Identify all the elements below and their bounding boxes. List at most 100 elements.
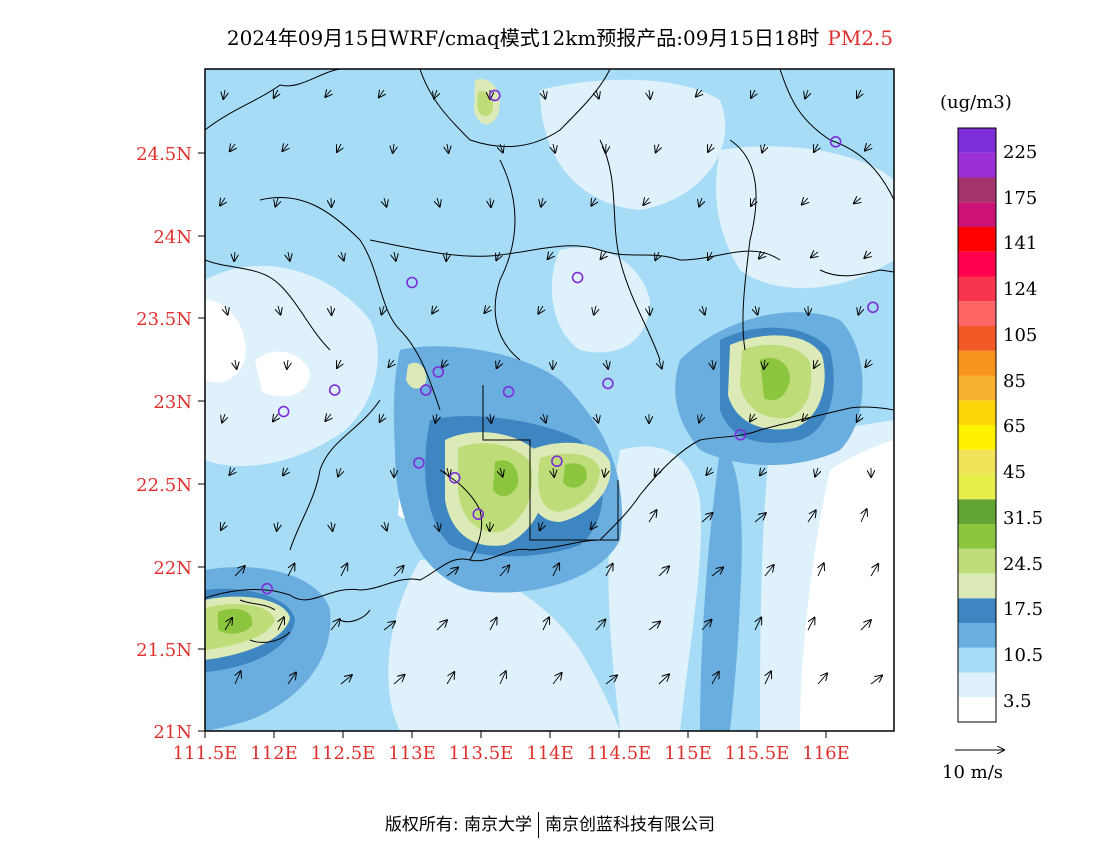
wind-arrow [815,467,818,477]
wind-arrow [594,305,596,315]
legend-swatch [958,647,996,673]
wind-arrow [384,197,387,207]
wind-arrow [648,622,660,631]
legend-swatch [958,177,996,203]
legend-swatches [957,127,997,723]
wind-arrow [814,359,818,368]
wind-arrow [699,413,702,423]
wind-arrow [604,467,606,477]
wind-arrow [283,468,288,475]
legend-swatch [958,474,996,500]
legend-swatch [958,697,996,722]
coastline [205,406,894,601]
wind-arrow [543,413,546,423]
station-marker [419,384,432,396]
wind-arrow [341,251,344,261]
boundary-8 [289,399,381,551]
wind-arrow [658,674,669,685]
wind-arrow [762,143,765,153]
wind-arrow [655,251,659,260]
wind-arrow [865,360,871,367]
legend-swatch [958,548,996,574]
wind-arrow [857,89,861,98]
copyright-separator [538,812,540,838]
wind-arrow [325,90,331,97]
wind-arrow [288,251,290,261]
x-tick-label: 114E [526,743,574,764]
wind-arrow [278,305,281,315]
legend-swatch [958,202,996,227]
wind-arrow [858,305,861,315]
x-tick-label: 115.5E [725,743,790,764]
wind-arrow [811,252,818,257]
wind-reference-label: 10 m/s [942,762,1003,783]
station-marker [602,377,614,390]
legend-frame [957,127,997,723]
wind-arrow [282,144,288,151]
wind-arrow [605,564,613,577]
wind-arrow [394,251,396,261]
y-tick-label: 21N [153,722,192,743]
wind-arrow [658,566,669,577]
wind-arrow [659,359,662,369]
wind-arrow [699,197,702,207]
wind-arrow [807,510,816,523]
wind-arrow [708,143,712,152]
y-tick-label: 23.5N [136,309,192,330]
station-marker [448,471,461,484]
fill-3.5-sea-a [388,560,620,731]
wind-arrow [595,620,605,631]
legend-swatch [958,301,996,326]
wind-arrow [553,143,555,153]
wind-arrow [446,568,458,577]
wind-arrow [860,620,871,631]
wind-arrow [447,467,449,477]
y-tick-label: 22N [153,558,192,579]
wind-vectors [220,89,882,685]
wind-arrow [553,467,554,477]
legend-label: 45 [1003,462,1026,483]
legend-label: 124 [1003,279,1037,300]
wind-arrow [432,306,437,314]
wind-arrow [331,521,333,531]
wind-arrow [435,413,437,423]
wind-arrow [379,90,384,97]
chart-title: 2024年09月15日WRF/cmaq模式12km预报产品:09月15日18时 P… [150,22,970,51]
wind-arrow [274,89,278,98]
wind-arrow [337,359,341,368]
wind-arrow [496,251,500,260]
wind-arrow [864,252,871,258]
wind-arrow [500,143,503,153]
wind-arrow [447,143,449,153]
wind-arrow [591,522,596,529]
legend-label: 24.5 [1003,554,1043,575]
legend-swatch [958,152,996,178]
boundary-2 [259,196,441,411]
wind-arrow [497,359,500,368]
wind-arrow [807,618,815,631]
wind-arrow [591,198,596,206]
wind-arrow [434,89,437,99]
x-axis: 111.5E 112E 112.5E 113E 113.5E 114E 114.… [173,731,850,764]
wind-arrow [802,198,808,205]
y-tick-label: 24N [153,227,192,248]
fill-45-prd-east [563,463,587,488]
wind-arrow [649,305,650,315]
boundaries [205,69,894,643]
x-tick-label: 113E [388,743,436,764]
wind-arrow [765,671,771,685]
legend-swatch [958,350,996,376]
legend-swatch [958,598,996,623]
boundary-7 [205,259,331,351]
wind-arrow [287,359,288,369]
wind-arrow [543,89,545,99]
wind-arrow [436,620,447,631]
wind-arrow [540,521,543,530]
boundary-6 [729,139,757,351]
x-tick-label: 115E [664,743,712,764]
wind-arrow [223,89,225,99]
x-tick-label: 112.5E [311,743,376,764]
wind-arrow [500,671,506,685]
wind-arrow [802,414,808,421]
